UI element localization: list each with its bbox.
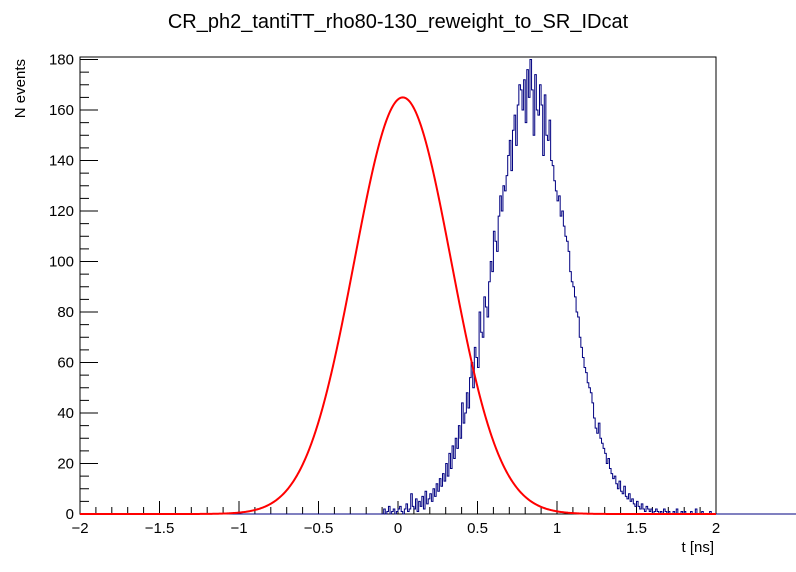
x-tick-label: −2 [71, 520, 88, 537]
plot-frame [79, 56, 717, 515]
x-tick-label: −0.5 [304, 520, 334, 537]
x-axis-label: t [ns] [681, 539, 714, 556]
axis-ticks [79, 59, 717, 515]
y-tick-label: 40 [57, 405, 74, 422]
x-tick-label: 1.5 [626, 520, 647, 537]
gaussian-fit-curve [80, 96, 716, 515]
y-tick-label: 80 [57, 304, 74, 321]
y-tick-labels: 0 20 40 60 80 100 120 140 160 180 [49, 52, 74, 523]
x-tick-label: 2 [712, 520, 720, 537]
x-tick-label: 0.5 [467, 520, 488, 537]
y-tick-label: 180 [49, 52, 74, 69]
x-tick-label: −1 [230, 520, 247, 537]
x-tick-labels: −2 −1.5 −1 −0.5 0 0.5 1 1.5 2 [71, 520, 720, 537]
x-tick-label: 1 [553, 520, 561, 537]
x-tick-label: −1.5 [145, 520, 175, 537]
y-tick-label: 0 [66, 506, 74, 523]
y-tick-label: 20 [57, 456, 74, 473]
histogram-series [80, 59, 796, 515]
x-tick-label: 0 [394, 520, 402, 537]
chart-title: CR_ph2_tantiTT_rho80-130_reweight_to_SR_… [168, 11, 629, 33]
y-tick-label: 100 [49, 254, 74, 271]
y-axis-label: N events [12, 59, 29, 118]
y-tick-label: 60 [57, 355, 74, 372]
y-tick-label: 120 [49, 203, 74, 220]
y-tick-label: 160 [49, 102, 74, 119]
y-tick-label: 140 [49, 153, 74, 170]
